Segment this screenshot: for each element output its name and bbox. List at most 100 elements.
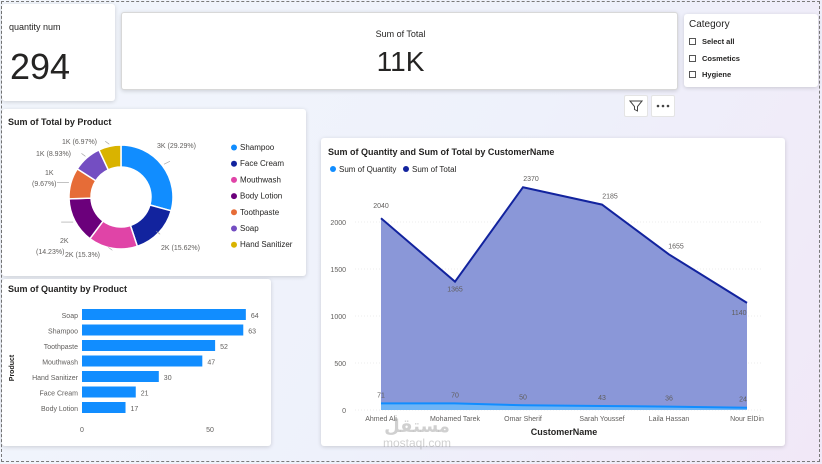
slicer-option-label: Cosmetics bbox=[702, 54, 740, 63]
bar-category-label: Body Lotion bbox=[41, 406, 78, 413]
donut-leader-line bbox=[108, 247, 113, 251]
bar-value-label: 63 bbox=[248, 329, 256, 336]
bar-category-label: Mouthwash bbox=[42, 360, 78, 367]
kpi-total-value: 11K bbox=[376, 46, 425, 77]
checkbox[interactable] bbox=[689, 55, 696, 62]
legend-label-shampoo[interactable]: Shampoo bbox=[240, 143, 275, 152]
bar-value-label: 30 bbox=[164, 375, 172, 382]
slicer-title: Category bbox=[689, 19, 730, 30]
bar-category-label: Toothpaste bbox=[44, 344, 78, 351]
area-sum-of-quantity[interactable] bbox=[381, 403, 747, 410]
y-tick-label: 2000 bbox=[330, 220, 346, 227]
checkbox[interactable] bbox=[689, 71, 696, 78]
donut-data-label: 1K (6.97%) bbox=[62, 139, 97, 146]
x-tick-label: 50 bbox=[206, 427, 214, 434]
slicer-option-label: Select all bbox=[702, 37, 735, 46]
donut-chart-card[interactable]: Sum of Total by Product 3K (29.29%) 2K (1… bbox=[2, 109, 306, 276]
donut-slice-shampoo[interactable] bbox=[120, 144, 174, 212]
total-data-label: 1140 bbox=[731, 310, 746, 317]
legend-label-soap[interactable]: Soap bbox=[240, 224, 259, 233]
bar-hand-sanitizer[interactable] bbox=[82, 371, 159, 382]
area-sum-of-total[interactable] bbox=[381, 187, 747, 410]
quantity-data-label: 50 bbox=[519, 394, 527, 401]
bar-chart-card[interactable]: Sum of Quantity by Product Product Soap 64… bbox=[2, 279, 271, 446]
total-data-label: 1365 bbox=[447, 287, 463, 294]
more-options-button[interactable] bbox=[651, 95, 675, 117]
slicer-option-cosmetics[interactable]: Cosmetics bbox=[689, 54, 740, 63]
legend-label-sum-of-total[interactable]: Sum of Total bbox=[412, 165, 457, 174]
x-tick-label: Sarah Youssef bbox=[579, 416, 624, 423]
quantity-data-label: 36 bbox=[665, 396, 673, 403]
bar-value-label: 17 bbox=[131, 406, 139, 413]
bar-value-label: 64 bbox=[251, 313, 259, 320]
bar-face-cream[interactable] bbox=[82, 386, 136, 398]
bar-value-label: 52 bbox=[220, 344, 228, 351]
kpi-total-card[interactable]: Sum of Total 11K bbox=[121, 12, 678, 90]
legend-label-face-cream[interactable]: Face Cream bbox=[240, 159, 284, 168]
total-data-label: 2370 bbox=[523, 176, 539, 183]
donut-data-label: 1K (9.67%) bbox=[32, 170, 57, 188]
x-tick-label: Nour ElDin bbox=[730, 416, 764, 423]
donut-leader-line bbox=[81, 153, 86, 157]
checkbox[interactable] bbox=[689, 38, 696, 45]
kpi-quantity-card[interactable]: quantity num 294 bbox=[2, 4, 115, 101]
area-chart-title: Sum of Quantity and Sum of Total by Cust… bbox=[328, 147, 555, 157]
x-tick-label: Omar Sherif bbox=[504, 416, 542, 423]
watermark: مستقل mostaql.com bbox=[362, 418, 472, 451]
y-tick-label: 1000 bbox=[330, 314, 346, 321]
donut-data-label: 3K (29.29%) bbox=[157, 143, 196, 150]
x-tick-label: Ahmed Ali bbox=[365, 416, 397, 423]
bar-chart-title: Sum of Quantity by Product bbox=[8, 284, 128, 294]
y-tick-label: 500 bbox=[334, 361, 346, 368]
more-options-icon bbox=[656, 104, 670, 108]
bar-category-label: Hand Sanitizer bbox=[32, 375, 79, 382]
donut-chart-title: Sum of Total by Product bbox=[8, 117, 112, 127]
quantity-data-label: 24 bbox=[739, 397, 747, 404]
bar-value-label: 47 bbox=[207, 360, 215, 367]
bar-category-label: Soap bbox=[62, 313, 78, 320]
legend-marker-sum-of-quantity bbox=[330, 166, 336, 172]
total-data-label: 2185 bbox=[602, 194, 618, 201]
legend-label-body-lotion[interactable]: Body Lotion bbox=[240, 192, 282, 201]
bar-mouthwash[interactable] bbox=[82, 355, 203, 367]
donut-chart: 3K (29.29%) 2K (15.62%) 2K (15.3%)2K (14.23… bbox=[32, 139, 293, 259]
y-tick-label: 0 bbox=[342, 408, 346, 415]
donut-data-label: 1K (8.93%) bbox=[36, 151, 71, 158]
line-sum-of-total[interactable] bbox=[380, 186, 748, 304]
x-tick-label: Laila Hassan bbox=[649, 416, 690, 423]
bar-body-lotion[interactable] bbox=[82, 402, 126, 413]
slicer-option-hygiene[interactable]: Hygiene bbox=[689, 70, 731, 79]
kpi-quantity-value: 294 bbox=[10, 46, 71, 87]
legend-label-hand-sanitizer[interactable]: Hand Sanitizer bbox=[240, 240, 293, 249]
bar-toothpaste[interactable] bbox=[82, 340, 216, 351]
legend-marker-hand-sanitizer bbox=[231, 241, 237, 248]
bar-chart: Product Soap 64 Shampoo 63 Toothpaste 52 Mouthw… bbox=[9, 309, 259, 434]
slicer-option-label: Hygiene bbox=[702, 70, 732, 79]
x-tick-label: 0 bbox=[80, 427, 84, 434]
legend-marker-shampoo bbox=[231, 144, 237, 151]
bar-category-label: Shampoo bbox=[48, 329, 78, 336]
legend-marker-toothpaste bbox=[231, 209, 237, 216]
x-axis-title: CustomerName bbox=[531, 427, 598, 437]
filter-button[interactable] bbox=[624, 95, 648, 117]
bar-shampoo[interactable] bbox=[82, 324, 244, 336]
category-slicer[interactable]: Category Select all Cosmetics Hygiene bbox=[684, 14, 818, 87]
donut-slice-hand-sanitizer[interactable] bbox=[97, 144, 122, 171]
area-chart-card[interactable]: Sum of Quantity and Sum of Total by Cust… bbox=[321, 138, 785, 446]
y-tick-label: 1500 bbox=[330, 267, 346, 274]
donut-leader-line bbox=[155, 230, 161, 235]
legend-label-sum-of-quantity[interactable]: Sum of Quantity bbox=[339, 165, 396, 174]
total-data-label: 2040 bbox=[373, 203, 389, 210]
legend-marker-sum-of-total bbox=[403, 166, 409, 172]
legend-label-toothpaste[interactable]: Toothpaste bbox=[240, 208, 280, 217]
donut-slice-face-cream[interactable] bbox=[129, 204, 173, 248]
donut-data-label: 2K (15.3%) bbox=[65, 252, 100, 259]
legend-label-mouthwash[interactable]: Mouthwash bbox=[240, 175, 281, 184]
bar-value-label: 21 bbox=[141, 391, 149, 398]
legend-marker-mouthwash bbox=[231, 176, 237, 183]
bar-category-label: Face Cream bbox=[39, 391, 78, 398]
area-chart: Sum of Quantity Sum of Total 0 500 1000 1500 2… bbox=[330, 165, 764, 437]
line-sum-of-quantity[interactable] bbox=[380, 402, 748, 409]
slicer-option-select-all[interactable]: Select all bbox=[689, 37, 735, 46]
bar-soap[interactable] bbox=[82, 309, 246, 320]
